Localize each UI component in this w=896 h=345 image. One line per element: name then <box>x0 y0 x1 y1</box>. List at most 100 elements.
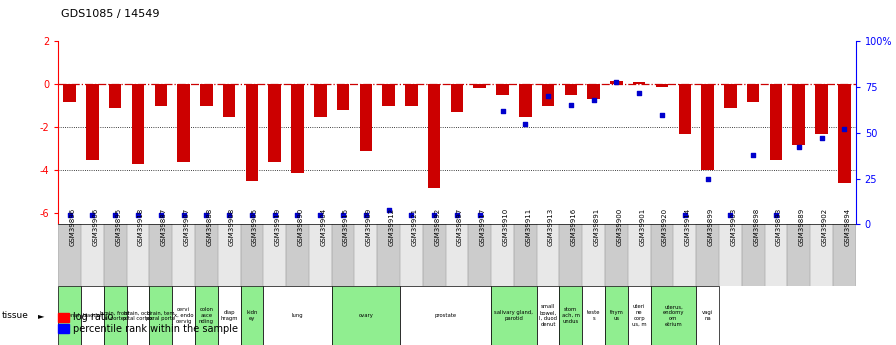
Point <box>153 213 168 218</box>
Text: GDS1085 / 14549: GDS1085 / 14549 <box>61 9 159 19</box>
Bar <box>491 224 514 286</box>
Point <box>245 213 259 218</box>
Bar <box>355 224 377 286</box>
Bar <box>269 85 281 162</box>
Bar <box>792 85 805 145</box>
Point <box>63 213 77 218</box>
Bar <box>491 286 537 345</box>
Bar <box>400 224 423 286</box>
Point <box>791 145 806 150</box>
Text: ►: ► <box>38 311 44 320</box>
Bar <box>195 224 218 286</box>
Point <box>450 213 464 218</box>
Text: GSM39896: GSM39896 <box>70 208 75 246</box>
Text: cervi
x, endo
cervig: cervi x, endo cervig <box>174 307 194 324</box>
Bar <box>195 286 218 345</box>
Bar <box>337 85 349 110</box>
Bar <box>104 286 126 345</box>
Bar <box>702 85 714 170</box>
Text: GSM39919: GSM39919 <box>275 208 280 246</box>
Point <box>495 108 510 114</box>
Text: GSM39901: GSM39901 <box>639 208 645 246</box>
Bar <box>770 85 782 160</box>
Point <box>677 213 692 218</box>
Text: GSM39888: GSM39888 <box>206 208 212 246</box>
Text: GSM39900: GSM39900 <box>616 208 623 246</box>
Bar <box>469 224 491 286</box>
Text: GSM39899: GSM39899 <box>708 208 713 246</box>
Text: brain, tem
poral porte: brain, tem poral porte <box>146 310 176 321</box>
Bar <box>400 286 491 345</box>
Text: salivary gland,
parotid: salivary gland, parotid <box>495 310 533 321</box>
Bar <box>81 286 104 345</box>
Bar <box>291 85 304 172</box>
Bar <box>542 85 555 106</box>
Text: GSM39921: GSM39921 <box>411 208 418 246</box>
Text: vagi
na: vagi na <box>702 310 713 321</box>
Text: teste
s: teste s <box>587 310 600 321</box>
Point <box>177 213 191 218</box>
Text: GSM39892: GSM39892 <box>435 208 440 246</box>
Bar <box>582 286 605 345</box>
Bar <box>58 324 69 333</box>
Bar <box>126 286 150 345</box>
Point <box>199 213 213 218</box>
Bar <box>332 286 400 345</box>
Bar <box>104 224 126 286</box>
Point <box>85 213 99 218</box>
Text: GSM39907: GSM39907 <box>184 208 190 246</box>
Text: GSM39906: GSM39906 <box>92 208 99 246</box>
Bar <box>519 85 531 117</box>
Text: GSM39908: GSM39908 <box>229 208 235 246</box>
Bar <box>656 85 668 87</box>
Point <box>587 97 601 103</box>
Text: GSM39910: GSM39910 <box>503 208 509 246</box>
Text: prostate: prostate <box>435 313 457 318</box>
Text: GSM39898: GSM39898 <box>754 208 759 246</box>
Bar <box>610 81 623 85</box>
Text: colon
asce
nding: colon asce nding <box>199 307 214 324</box>
Bar <box>218 224 240 286</box>
Text: GSM39918: GSM39918 <box>138 208 144 246</box>
Point <box>336 213 350 218</box>
Text: GSM39905: GSM39905 <box>252 208 258 246</box>
Bar <box>747 85 760 102</box>
Text: GSM39890: GSM39890 <box>297 208 304 246</box>
Text: uterus,
endomy
om
etrium: uterus, endomy om etrium <box>663 305 685 327</box>
Point <box>837 126 851 132</box>
Bar <box>810 224 833 286</box>
Text: GSM39887: GSM39887 <box>160 208 167 246</box>
Text: log ratio: log ratio <box>73 312 114 322</box>
Text: GSM39915: GSM39915 <box>343 208 349 246</box>
Text: GSM39891: GSM39891 <box>594 208 599 246</box>
Bar <box>764 224 788 286</box>
Point <box>518 121 532 127</box>
Bar <box>150 286 172 345</box>
Point <box>769 213 783 218</box>
Text: tissue: tissue <box>2 311 29 320</box>
Bar <box>428 85 441 188</box>
Bar <box>177 85 190 162</box>
Text: GSM39903: GSM39903 <box>730 208 737 246</box>
Bar <box>246 85 258 181</box>
Bar <box>150 224 172 286</box>
Bar <box>696 286 719 345</box>
Text: GSM39894: GSM39894 <box>844 208 850 246</box>
Point <box>609 79 624 85</box>
Bar <box>724 85 737 108</box>
Point <box>655 112 669 117</box>
Bar <box>359 85 372 151</box>
Bar <box>633 82 645 85</box>
Text: brain, front
al cortex: brain, front al cortex <box>100 310 130 321</box>
Bar <box>314 85 326 117</box>
Point <box>358 213 373 218</box>
Bar <box>58 286 81 345</box>
Bar <box>286 224 309 286</box>
Bar <box>309 224 332 286</box>
Bar <box>605 286 628 345</box>
Text: GSM39909: GSM39909 <box>366 208 372 246</box>
Bar <box>650 224 674 286</box>
Bar <box>696 224 719 286</box>
Text: small
bowel,
I, duod
denut: small bowel, I, duod denut <box>539 305 557 327</box>
Bar <box>377 224 400 286</box>
